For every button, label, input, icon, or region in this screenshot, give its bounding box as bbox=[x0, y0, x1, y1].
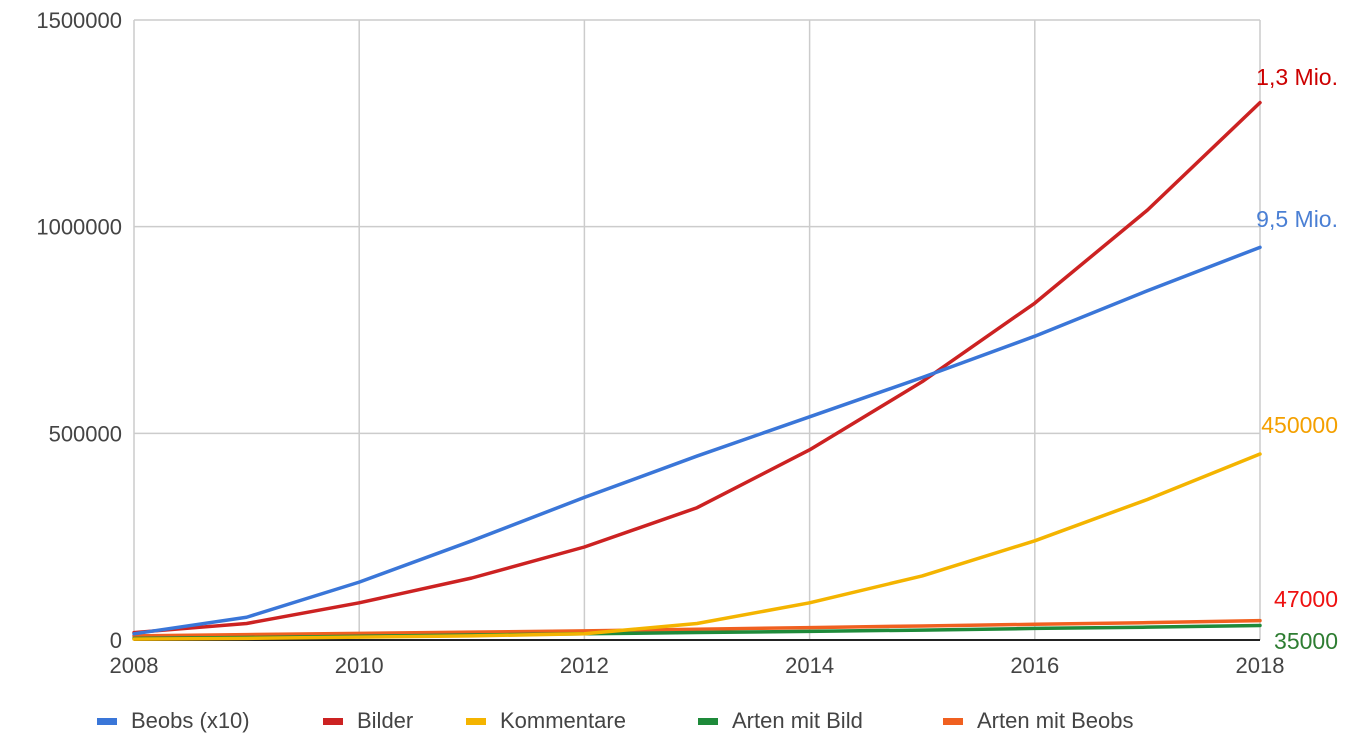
legend-item: Kommentare bbox=[466, 708, 626, 734]
x-tick-label: 2008 bbox=[110, 653, 159, 678]
end-labels: 1,3 Mio. 9,5 Mio. 450000 47000 35000 bbox=[1256, 64, 1338, 654]
legend-label: Arten mit Beobs bbox=[977, 708, 1134, 733]
legend-item: Arten mit Bild bbox=[698, 708, 863, 734]
series-line-kommentare bbox=[132, 452, 1262, 641]
end-value-label: 35000 bbox=[1274, 628, 1338, 654]
legend-item: Beobs (x10) bbox=[97, 708, 250, 734]
series-line-bilder bbox=[132, 100, 1262, 635]
legend-swatch bbox=[97, 717, 117, 725]
series-line-beobs-x10 bbox=[132, 245, 1262, 636]
x-tick-label: 2018 bbox=[1236, 653, 1285, 678]
legend-swatch bbox=[323, 717, 343, 725]
legend-label: Arten mit Bild bbox=[732, 708, 863, 733]
x-tick-label: 2010 bbox=[335, 653, 384, 678]
x-tick-label: 2014 bbox=[785, 653, 834, 678]
y-tick-label: 1500000 bbox=[36, 8, 122, 33]
end-value-label: 450000 bbox=[1261, 412, 1338, 438]
legend-swatch bbox=[943, 717, 963, 725]
legend: Beobs (x10) Bilder Kommentare Arten mit Bil… bbox=[0, 700, 1345, 746]
end-value-label: 9,5 Mio. bbox=[1256, 206, 1338, 232]
legend-item: Arten mit Beobs bbox=[943, 708, 1134, 734]
legend-swatch bbox=[466, 717, 486, 725]
end-value-label: 1,3 Mio. bbox=[1256, 64, 1338, 90]
y-tick-label: 0 bbox=[110, 628, 122, 653]
y-tick-label: 500000 bbox=[49, 421, 122, 446]
series-line-arten-mit-beobs bbox=[132, 618, 1262, 638]
x-tick-label: 2016 bbox=[1010, 653, 1059, 678]
legend-label: Beobs (x10) bbox=[131, 708, 250, 733]
legend-item: Bilder bbox=[323, 708, 413, 734]
line-chart: 0 500000 1000000 1500000 2008 2010 2012 2014 201… bbox=[36, 8, 1338, 678]
legend-swatch bbox=[698, 717, 718, 725]
x-tick-label: 2012 bbox=[560, 653, 609, 678]
legend-label: Kommentare bbox=[500, 708, 626, 733]
gridlines bbox=[133, 19, 1261, 640]
end-value-label: 47000 bbox=[1274, 586, 1338, 612]
legend-label: Bilder bbox=[357, 708, 414, 733]
axes: 0 500000 1000000 1500000 2008 2010 2012 2014 201… bbox=[36, 8, 1284, 678]
y-tick-label: 1000000 bbox=[36, 215, 122, 240]
series-lines bbox=[132, 100, 1262, 641]
